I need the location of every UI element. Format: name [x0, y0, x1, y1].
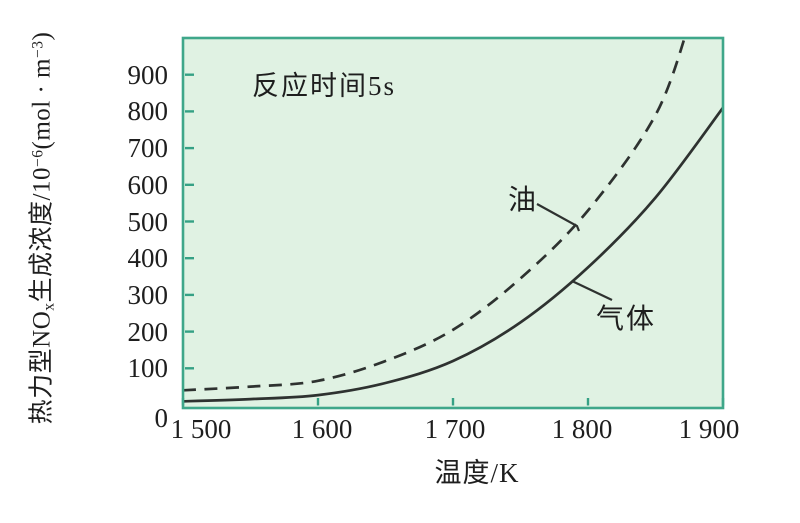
y-tick-label: 700: [127, 133, 169, 164]
y-axis-title-part: x: [40, 302, 58, 311]
y-tick-label: 900: [127, 59, 169, 90]
y-axis-title-part: (mol · m: [28, 58, 56, 150]
oil-series-label: 油: [508, 185, 539, 216]
y-tick-label: 400: [127, 243, 169, 274]
y-axis-title-part: 生成浓度/10: [28, 167, 56, 303]
y-tick-label: 600: [127, 169, 169, 200]
y-axis-title-part: −6: [29, 149, 47, 168]
y-tick-label: 0: [154, 403, 169, 433]
gas-curve: [183, 106, 723, 403]
x-tick-label: 1 900: [678, 414, 740, 444]
x-axis-title: 温度/K: [434, 458, 520, 488]
x-tick-label: 1 700: [424, 414, 486, 444]
gas-series-label: 气体: [596, 304, 657, 335]
x-tick-label: 1 500: [170, 414, 232, 444]
y-tick-label: 300: [127, 279, 169, 310]
y-axis-title: 热力型NOx生成浓度/10−6(mol · m−3): [22, 32, 59, 425]
reaction-time-annotation: 反应时间5s: [252, 71, 397, 101]
y-tick-label: 500: [127, 206, 169, 237]
y-axis-title-part: −3: [29, 40, 47, 59]
plot-frame: [181, 36, 725, 410]
oil-curve: [183, 38, 686, 392]
x-tick-label: 1 600: [291, 414, 353, 444]
y-axis-title-part: ): [28, 31, 56, 41]
oil-leader-line: [536, 203, 581, 232]
y-tick-label: 200: [127, 316, 169, 347]
y-tick-label: 100: [127, 353, 169, 384]
x-tick-label: 1 800: [551, 414, 613, 444]
gas-leader-line: [571, 280, 613, 301]
y-axis-title-part: 热力型NO: [28, 310, 56, 425]
y-tick-label: 800: [127, 96, 169, 127]
